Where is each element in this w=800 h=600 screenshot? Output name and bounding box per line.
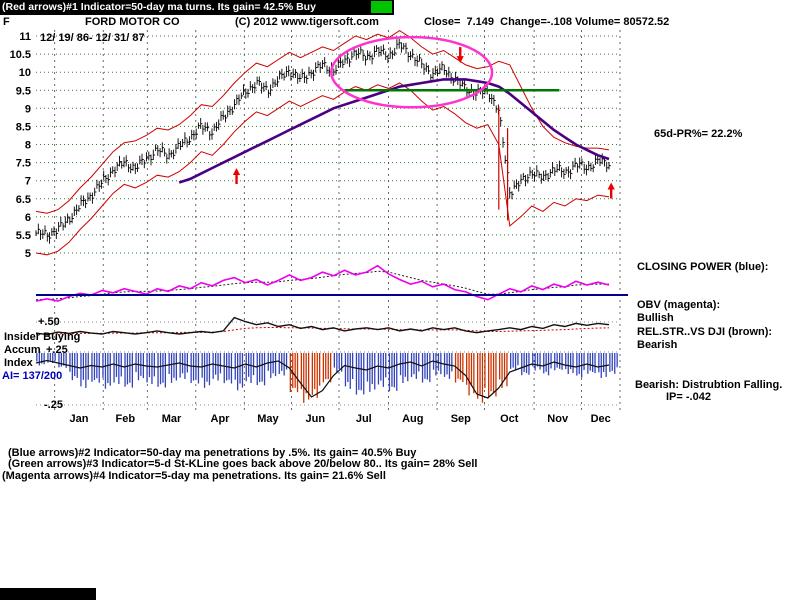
- accum-label: Accum: [4, 344, 41, 356]
- price-gridlines: [36, 35, 620, 254]
- svg-text:10: 10: [19, 67, 31, 79]
- crash-bars: [498, 106, 509, 221]
- footer-indicator-2: (Blue arrows)#2 Indicator=50-day ma pene…: [8, 447, 417, 459]
- scale-minus25: -.25: [44, 399, 63, 411]
- svg-text:9: 9: [25, 103, 31, 115]
- accum-histogram: [36, 353, 618, 403]
- indicator-gridlines: [36, 321, 620, 406]
- company-name: FORD MOTOR CO: [85, 16, 180, 28]
- svg-text:Sep: Sep: [451, 413, 471, 425]
- date-range: 12/ 19/ 86- 12/ 31/ 87: [40, 32, 145, 44]
- ma50-line: [178, 78, 610, 184]
- footer-indicator-3: (Green arrows)#3 Indicator=5-d St-KLine …: [8, 458, 478, 470]
- upper-band-line: [35, 30, 610, 214]
- svg-text:Jun: Jun: [306, 413, 326, 425]
- relstr-label: REL.STR..VS DJI (brown):: [637, 326, 773, 338]
- svg-text:7.5: 7.5: [16, 158, 31, 170]
- cp-mean-dotted: [35, 270, 609, 301]
- indicator-banner: (Red arrows)#1 Indicator=50-day ma turns…: [0, 0, 394, 15]
- insider-buying-label: Insider Buying: [4, 331, 81, 343]
- obv-line: [35, 316, 610, 336]
- svg-text:7: 7: [25, 176, 31, 188]
- quote-line: Close= 7.149 Change=-.108 Volume= 80572.…: [424, 16, 670, 28]
- svg-text:6: 6: [25, 212, 31, 224]
- svg-text:5: 5: [25, 248, 31, 260]
- svg-text:Nov: Nov: [547, 413, 569, 425]
- closing-power-label: CLOSING POWER (blue):: [637, 261, 769, 273]
- svg-text:Jul: Jul: [356, 413, 372, 425]
- top-annotation-ellipse: [330, 35, 494, 109]
- obv-status: Bullish: [637, 312, 674, 324]
- obv-signal-dotted: [36, 327, 610, 335]
- buy-signal-block: [371, 1, 392, 13]
- svg-text:Apr: Apr: [211, 413, 231, 425]
- signal-arrows: [232, 47, 615, 199]
- copyright-text: (C) 2012 www.tigersoft.com: [235, 16, 379, 28]
- closing-power-line: [35, 264, 610, 302]
- svg-text:5.5: 5.5: [16, 230, 31, 242]
- svg-text:Feb: Feb: [116, 413, 136, 425]
- distribution-status: Bearish: Distrubtion Falling.: [635, 379, 783, 391]
- lower-band-line: [35, 82, 610, 256]
- accum-overlay-line: [35, 359, 610, 399]
- svg-text:8.5: 8.5: [16, 121, 31, 133]
- obv-label: OBV (magenta):: [637, 299, 721, 311]
- svg-text:Aug: Aug: [402, 413, 423, 425]
- indicator-banner-text: (Red arrows)#1 Indicator=50-day ma turns…: [2, 1, 316, 13]
- svg-text:6.5: 6.5: [16, 194, 31, 206]
- svg-text:Mar: Mar: [162, 413, 182, 425]
- svg-text:Dec: Dec: [591, 413, 611, 425]
- y-axis-labels: 11 10.5 10 9.5 9 8.5 8 7.5 7 6.5 6 5.5 5: [10, 31, 31, 260]
- index-label: Index: [4, 357, 33, 369]
- relstr-status: Bearish: [637, 339, 678, 351]
- svg-text:8: 8: [25, 140, 31, 152]
- pr65-label: 65d-PR%= 22.2%: [654, 128, 743, 140]
- svg-text:9.5: 9.5: [16, 85, 31, 97]
- svg-text:Jan: Jan: [70, 413, 89, 425]
- ticker-symbol: F: [3, 16, 10, 28]
- taskbar-fragment[interactable]: [0, 588, 96, 600]
- footer-indicator-4: (Magenta arrows)#4 Indicator=5-day ma pe…: [2, 470, 386, 482]
- svg-text:May: May: [257, 413, 279, 425]
- ai-value: AI= 137/200: [2, 370, 63, 382]
- svg-text:11: 11: [19, 31, 31, 43]
- svg-text:10.5: 10.5: [10, 49, 31, 61]
- month-labels: Jan Feb Mar Apr May Jun Jul Aug Sep Oct Nov Dec: [70, 413, 611, 425]
- scale-plus25: +.25: [46, 344, 68, 356]
- ip-value: IP= -.042: [666, 391, 711, 403]
- svg-text:Oct: Oct: [500, 413, 519, 425]
- scale-plus50: +.50: [38, 316, 60, 328]
